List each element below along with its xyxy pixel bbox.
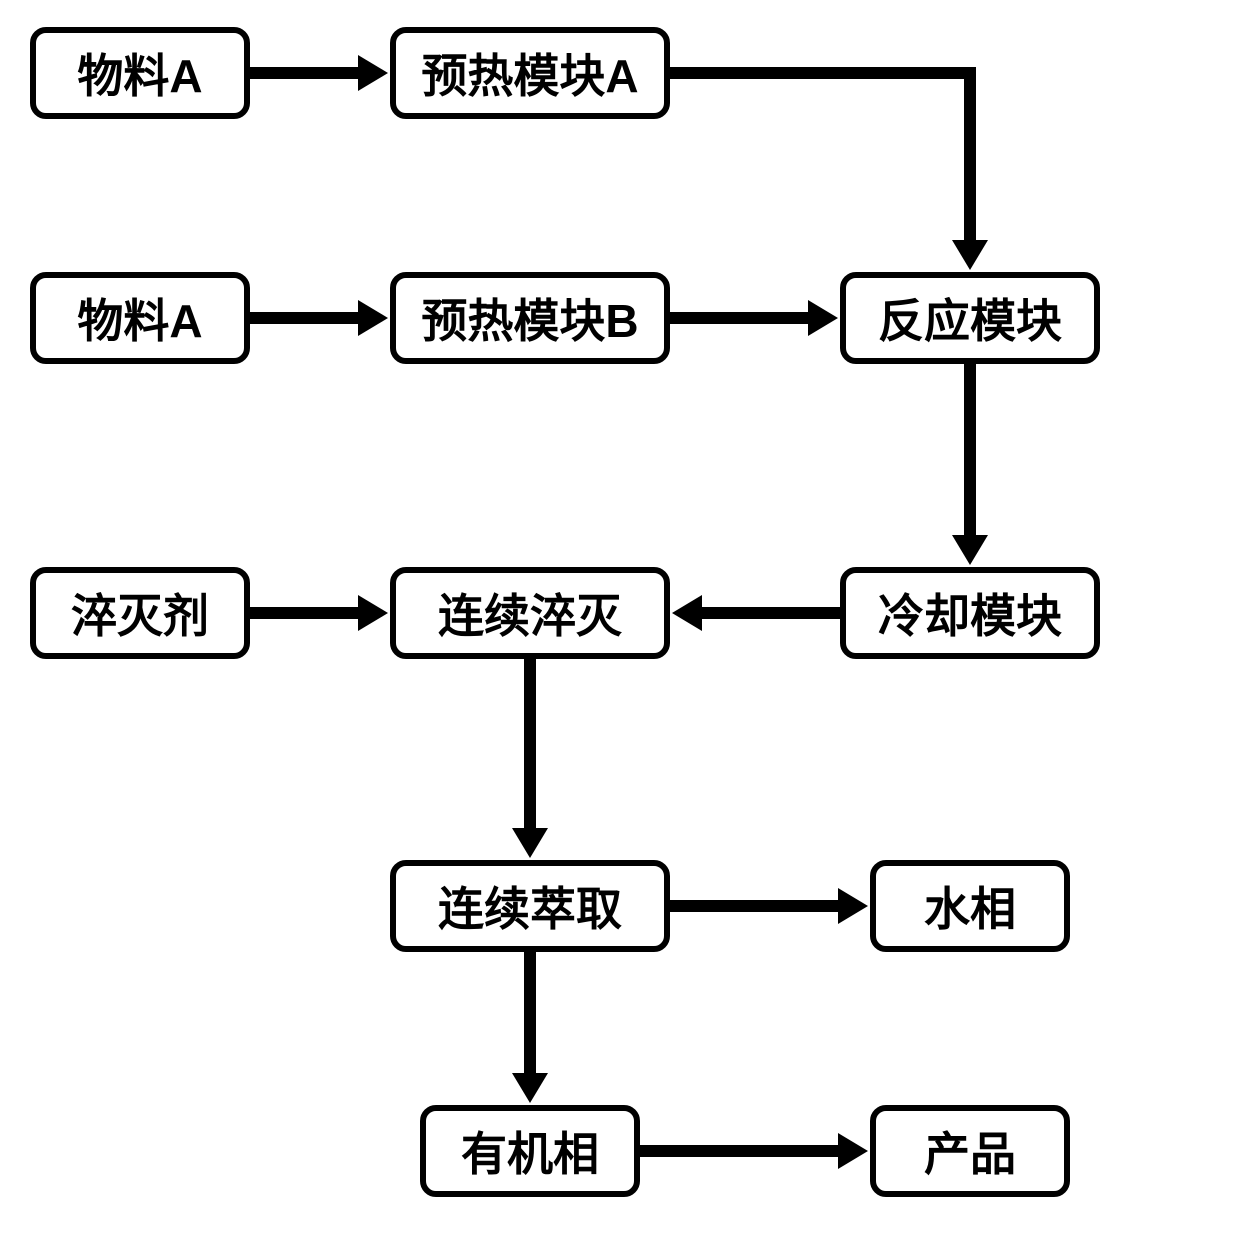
arrow-head [952,240,988,270]
arrow-head [358,595,388,631]
arrow-line [702,607,840,619]
arrow-line [640,1145,840,1157]
node-cont-extract: 连续萃取 [390,860,670,952]
node-label: 物料A [77,285,202,351]
node-label: 物料A [77,40,202,106]
node-preheat-b: 预热模块B [390,272,670,364]
arrow-line [250,67,360,79]
arrow-line [250,607,360,619]
node-product: 产品 [870,1105,1070,1197]
arrow-head [838,1133,868,1169]
node-cooling: 冷却模块 [840,567,1100,659]
node-label: 有机相 [461,1118,599,1184]
arrow-head [358,55,388,91]
node-label: 冷却模块 [878,580,1062,646]
node-material-a2: 物料A [30,272,250,364]
arrow-head [358,300,388,336]
node-label: 淬灭剂 [71,580,209,646]
arrow-head [672,595,702,631]
node-cont-quench: 连续淬灭 [390,567,670,659]
arrow-line [524,952,536,1075]
node-label: 反应模块 [878,285,1062,351]
node-quench-agent: 淬灭剂 [30,567,250,659]
arrow-line [964,364,976,537]
node-aqueous: 水相 [870,860,1070,952]
arrow-head [952,535,988,565]
node-label: 连续萃取 [438,873,622,939]
arrow-head [808,300,838,336]
node-organic: 有机相 [420,1105,640,1197]
node-material-a1: 物料A [30,27,250,119]
arrow-line [964,67,976,242]
arrow-line [670,900,840,912]
node-label: 连续淬灭 [438,580,622,646]
node-label: 预热模块A [421,40,638,106]
node-preheat-a: 预热模块A [390,27,670,119]
arrow-line [524,659,536,830]
arrow-head [512,1073,548,1103]
arrow-head [838,888,868,924]
arrow-line [250,312,360,324]
node-label: 产品 [924,1118,1016,1184]
node-label: 水相 [924,873,1016,939]
arrow-head [512,828,548,858]
node-label: 预热模块B [421,285,638,351]
arrow-line [670,67,976,79]
arrow-line [670,312,810,324]
node-reaction: 反应模块 [840,272,1100,364]
